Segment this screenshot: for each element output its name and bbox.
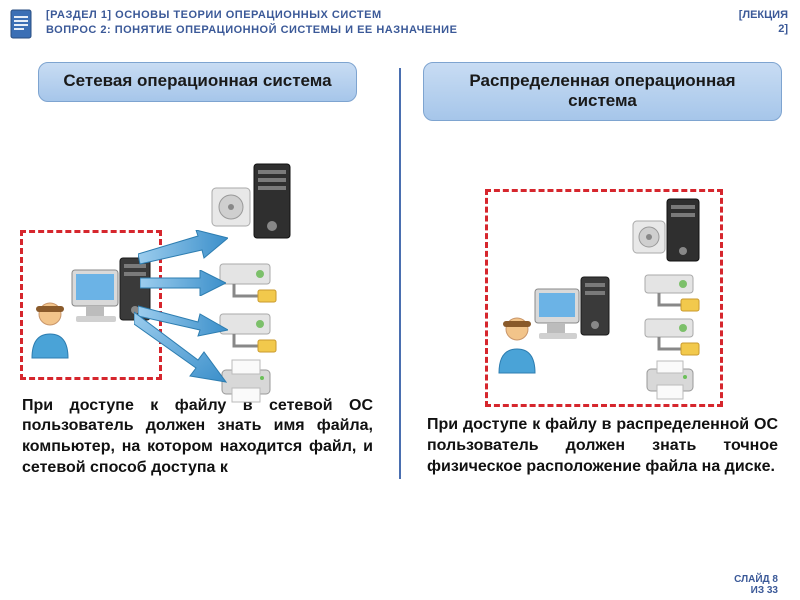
right-diagram (423, 129, 782, 409)
arrow-icon (134, 310, 230, 395)
content-area: Сетевая операционная система (0, 46, 800, 479)
slide-number: СЛАЙД 8 (734, 574, 778, 585)
section-label: [РАЗДЕЛ 1] ОСНОВЫ ТЕОРИИ ОПЕРАЦИОННЫХ СИ… (46, 8, 718, 23)
divider-line (399, 68, 401, 479)
network-drive-icon (641, 271, 707, 318)
document-icon (8, 8, 36, 42)
left-description: При доступе к файлу в сетевой ОС пользов… (18, 390, 377, 479)
pc-icon (531, 269, 615, 358)
left-column: Сетевая операционная система (18, 62, 377, 479)
arrow-icon (140, 270, 226, 301)
right-description: При доступе к файлу в распределенной ОС … (423, 409, 782, 477)
right-column: Распределенная операционная система (423, 62, 782, 479)
server-icon (631, 195, 711, 274)
slide-header: [РАЗДЕЛ 1] ОСНОВЫ ТЕОРИИ ОПЕРАЦИОННЫХ СИ… (0, 0, 800, 46)
network-drive-icon (641, 315, 707, 362)
slide-total: ИЗ 33 (734, 585, 778, 596)
user-icon (26, 300, 74, 360)
left-diagram (18, 110, 377, 390)
arrow-icon (138, 230, 228, 275)
lecture-label: [ЛЕКЦИЯ 2] (728, 8, 788, 42)
printer-icon (641, 359, 701, 408)
slide-footer: СЛАЙД 8 ИЗ 33 (734, 574, 778, 596)
question-label: ВОПРОС 2: ПОНЯТИЕ ОПЕРАЦИОННОЙ СИСТЕМЫ И… (46, 23, 718, 38)
left-title-pill: Сетевая операционная система (38, 62, 356, 102)
right-title-pill: Распределенная операционная система (423, 62, 782, 121)
